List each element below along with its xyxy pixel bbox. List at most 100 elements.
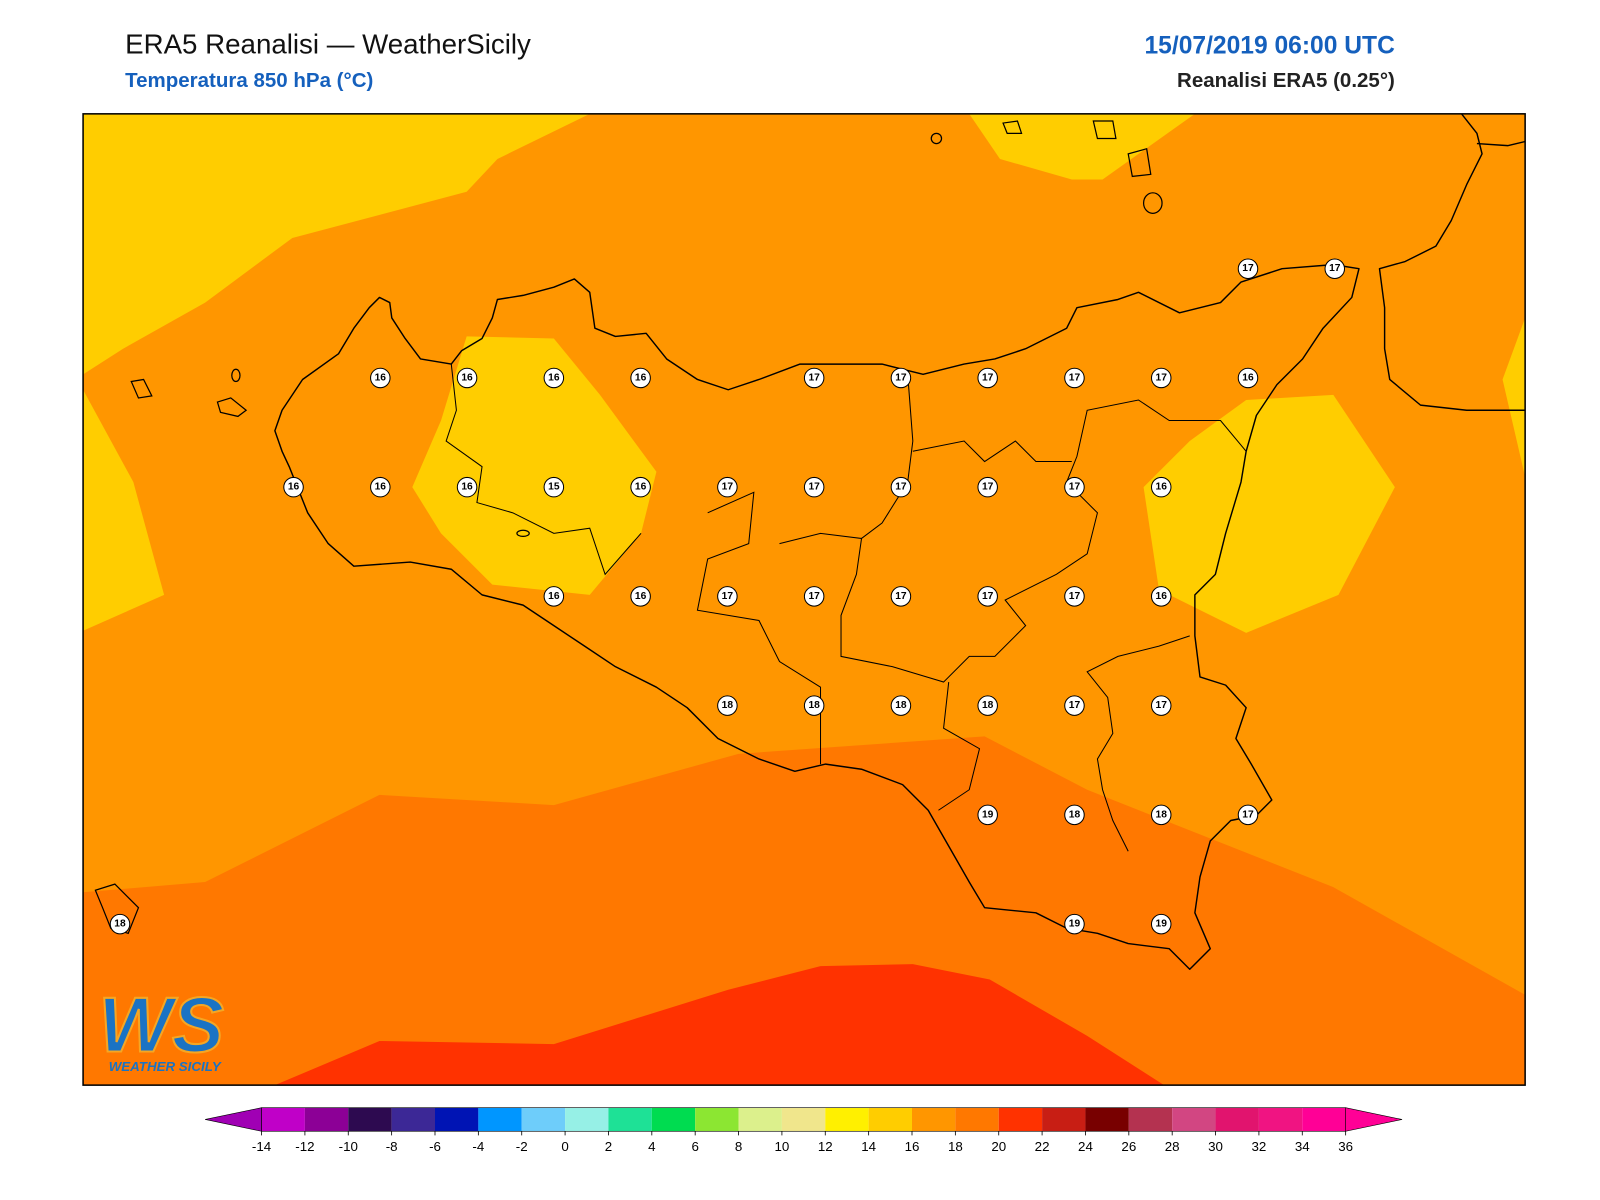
station-marker — [370, 367, 391, 389]
station-marker — [1064, 476, 1085, 498]
colorbar-tick-label: -14 — [252, 1139, 272, 1154]
colorbar-bin — [261, 1107, 305, 1132]
colorbar-tick-label: 8 — [735, 1139, 742, 1154]
colorbar-tick-label: 18 — [948, 1139, 963, 1154]
station-value: 17 — [1242, 263, 1254, 274]
station-value: 16 — [375, 482, 387, 493]
station-value: 19 — [1069, 919, 1081, 930]
station-value: 16 — [635, 591, 647, 602]
colorbar-tick-label: 6 — [691, 1139, 698, 1154]
station-marker — [977, 476, 998, 498]
colorbar-tick-label: -12 — [295, 1139, 314, 1154]
colorbar-bin — [304, 1107, 349, 1132]
station-marker — [1324, 258, 1346, 279]
colorbar-tick-label: 4 — [648, 1139, 656, 1154]
field-14-16 — [83, 113, 590, 375]
station-marker — [283, 476, 304, 498]
station-marker — [1150, 804, 1172, 826]
station-marker — [1064, 586, 1085, 607]
colorbar-bin — [478, 1107, 522, 1132]
station-marker — [977, 586, 998, 607]
station-value: 19 — [1156, 919, 1168, 930]
subtitle: Temperatura 850 hPa (°C) — [125, 69, 373, 92]
colorbar-tick-label: -10 — [339, 1139, 358, 1154]
station-marker — [1150, 476, 1172, 498]
colorbar-tick-label: -2 — [516, 1139, 528, 1154]
station-marker — [890, 586, 912, 607]
station-value: 17 — [982, 482, 994, 493]
station-value: 17 — [982, 591, 994, 602]
logo-name: WEATHER SICILY — [109, 1059, 222, 1074]
field-14-16 — [1502, 317, 1526, 477]
station-marker — [543, 367, 565, 389]
field-14-16 — [412, 336, 657, 595]
field-14-16 — [1143, 394, 1395, 633]
station-value: 17 — [808, 591, 820, 602]
stations: 17 17 16 16 16 16 17 17 17 17 17 16 16 16 16 15 16 17 17 17… — [109, 258, 1346, 935]
colorbar-bin — [1302, 1107, 1346, 1132]
colorbar-bin — [565, 1107, 609, 1132]
colorbar-over — [1345, 1107, 1403, 1132]
colorbar-bin — [521, 1107, 566, 1132]
station-value: 16 — [1156, 591, 1168, 602]
colorbar: -14 -12 -10 -8 -6 -4 -2 0 2 4 6 8 10 12 14 16 18 20 22 24 26… — [205, 1107, 1403, 1154]
station-value: 17 — [808, 372, 820, 383]
station-value: 16 — [635, 372, 647, 383]
station-marker — [1237, 804, 1259, 826]
station-value: 18 — [982, 700, 994, 711]
station-value: 18 — [895, 700, 907, 711]
station-value: 15 — [548, 482, 560, 493]
colorbar-tick-label: 30 — [1208, 1139, 1223, 1154]
station-value: 17 — [982, 372, 994, 383]
station-marker — [890, 695, 912, 716]
station-value: 16 — [375, 372, 387, 383]
sicily-coastline — [274, 263, 1360, 970]
colorbar-tick-label: 16 — [905, 1139, 920, 1154]
station-value: 16 — [461, 482, 473, 493]
colorbar-bin — [651, 1107, 696, 1132]
colorbar-bin — [434, 1107, 479, 1132]
colorbar-bin — [955, 1107, 999, 1132]
station-value: 17 — [1156, 372, 1168, 383]
colorbar-bin — [912, 1107, 956, 1132]
station-marker — [977, 367, 998, 389]
colorbar-tick-label: 20 — [991, 1139, 1006, 1154]
field-14-16 — [83, 389, 165, 631]
station-marker — [543, 476, 565, 498]
station-value: 18 — [1069, 809, 1081, 820]
colorbar-bin — [608, 1107, 652, 1132]
colorbar-tick-label: 32 — [1251, 1139, 1266, 1154]
station-value: 17 — [1069, 372, 1081, 383]
colorbar-bin — [391, 1107, 435, 1132]
colorbar-bin — [1085, 1107, 1129, 1132]
colorbar-tick-label: 24 — [1078, 1139, 1093, 1154]
station-marker — [370, 476, 391, 498]
station-marker — [630, 586, 651, 607]
islands — [94, 120, 1163, 935]
colorbar-bin — [1042, 1107, 1086, 1132]
logo-mark: WS — [98, 980, 224, 1068]
colorbar-tick-label: 26 — [1121, 1139, 1136, 1154]
title: ERA5 Reanalisi — WeatherSicily — [125, 28, 531, 59]
calabria-coastline — [1378, 113, 1526, 411]
colorbar-bin — [868, 1107, 912, 1132]
station-marker — [803, 367, 825, 389]
station-value: 17 — [722, 482, 734, 493]
station-value: 19 — [982, 809, 994, 820]
colorbar-bin — [1258, 1107, 1303, 1132]
station-marker — [803, 586, 825, 607]
station-value: 18 — [722, 700, 734, 711]
station-marker — [1150, 695, 1172, 716]
station-value: 16 — [1156, 482, 1168, 493]
station-value: 17 — [895, 591, 907, 602]
colorbar-tick-label: 0 — [561, 1139, 568, 1154]
field-14-16 — [969, 113, 1195, 180]
station-value: 17 — [895, 372, 907, 383]
station-value: 17 — [1069, 482, 1081, 493]
station-value: 16 — [1242, 372, 1254, 383]
station-value: 16 — [548, 372, 560, 383]
station-value: 16 — [635, 482, 647, 493]
colorbar-tick-label: 22 — [1035, 1139, 1050, 1154]
station-marker — [803, 695, 825, 716]
station-value: 17 — [1069, 700, 1081, 711]
